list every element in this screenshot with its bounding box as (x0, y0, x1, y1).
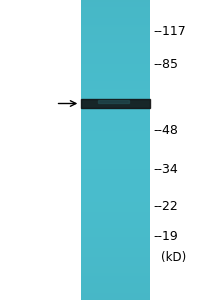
Text: --22: --22 (153, 200, 178, 214)
Text: (kD): (kD) (160, 251, 186, 265)
Text: --85: --85 (153, 58, 178, 71)
Text: --34: --34 (153, 163, 178, 176)
Bar (81, 99, 150, 108)
Text: --117: --117 (153, 25, 186, 38)
Text: --19: --19 (153, 230, 178, 244)
Text: --48: --48 (153, 124, 178, 137)
Bar (98, 100, 129, 103)
